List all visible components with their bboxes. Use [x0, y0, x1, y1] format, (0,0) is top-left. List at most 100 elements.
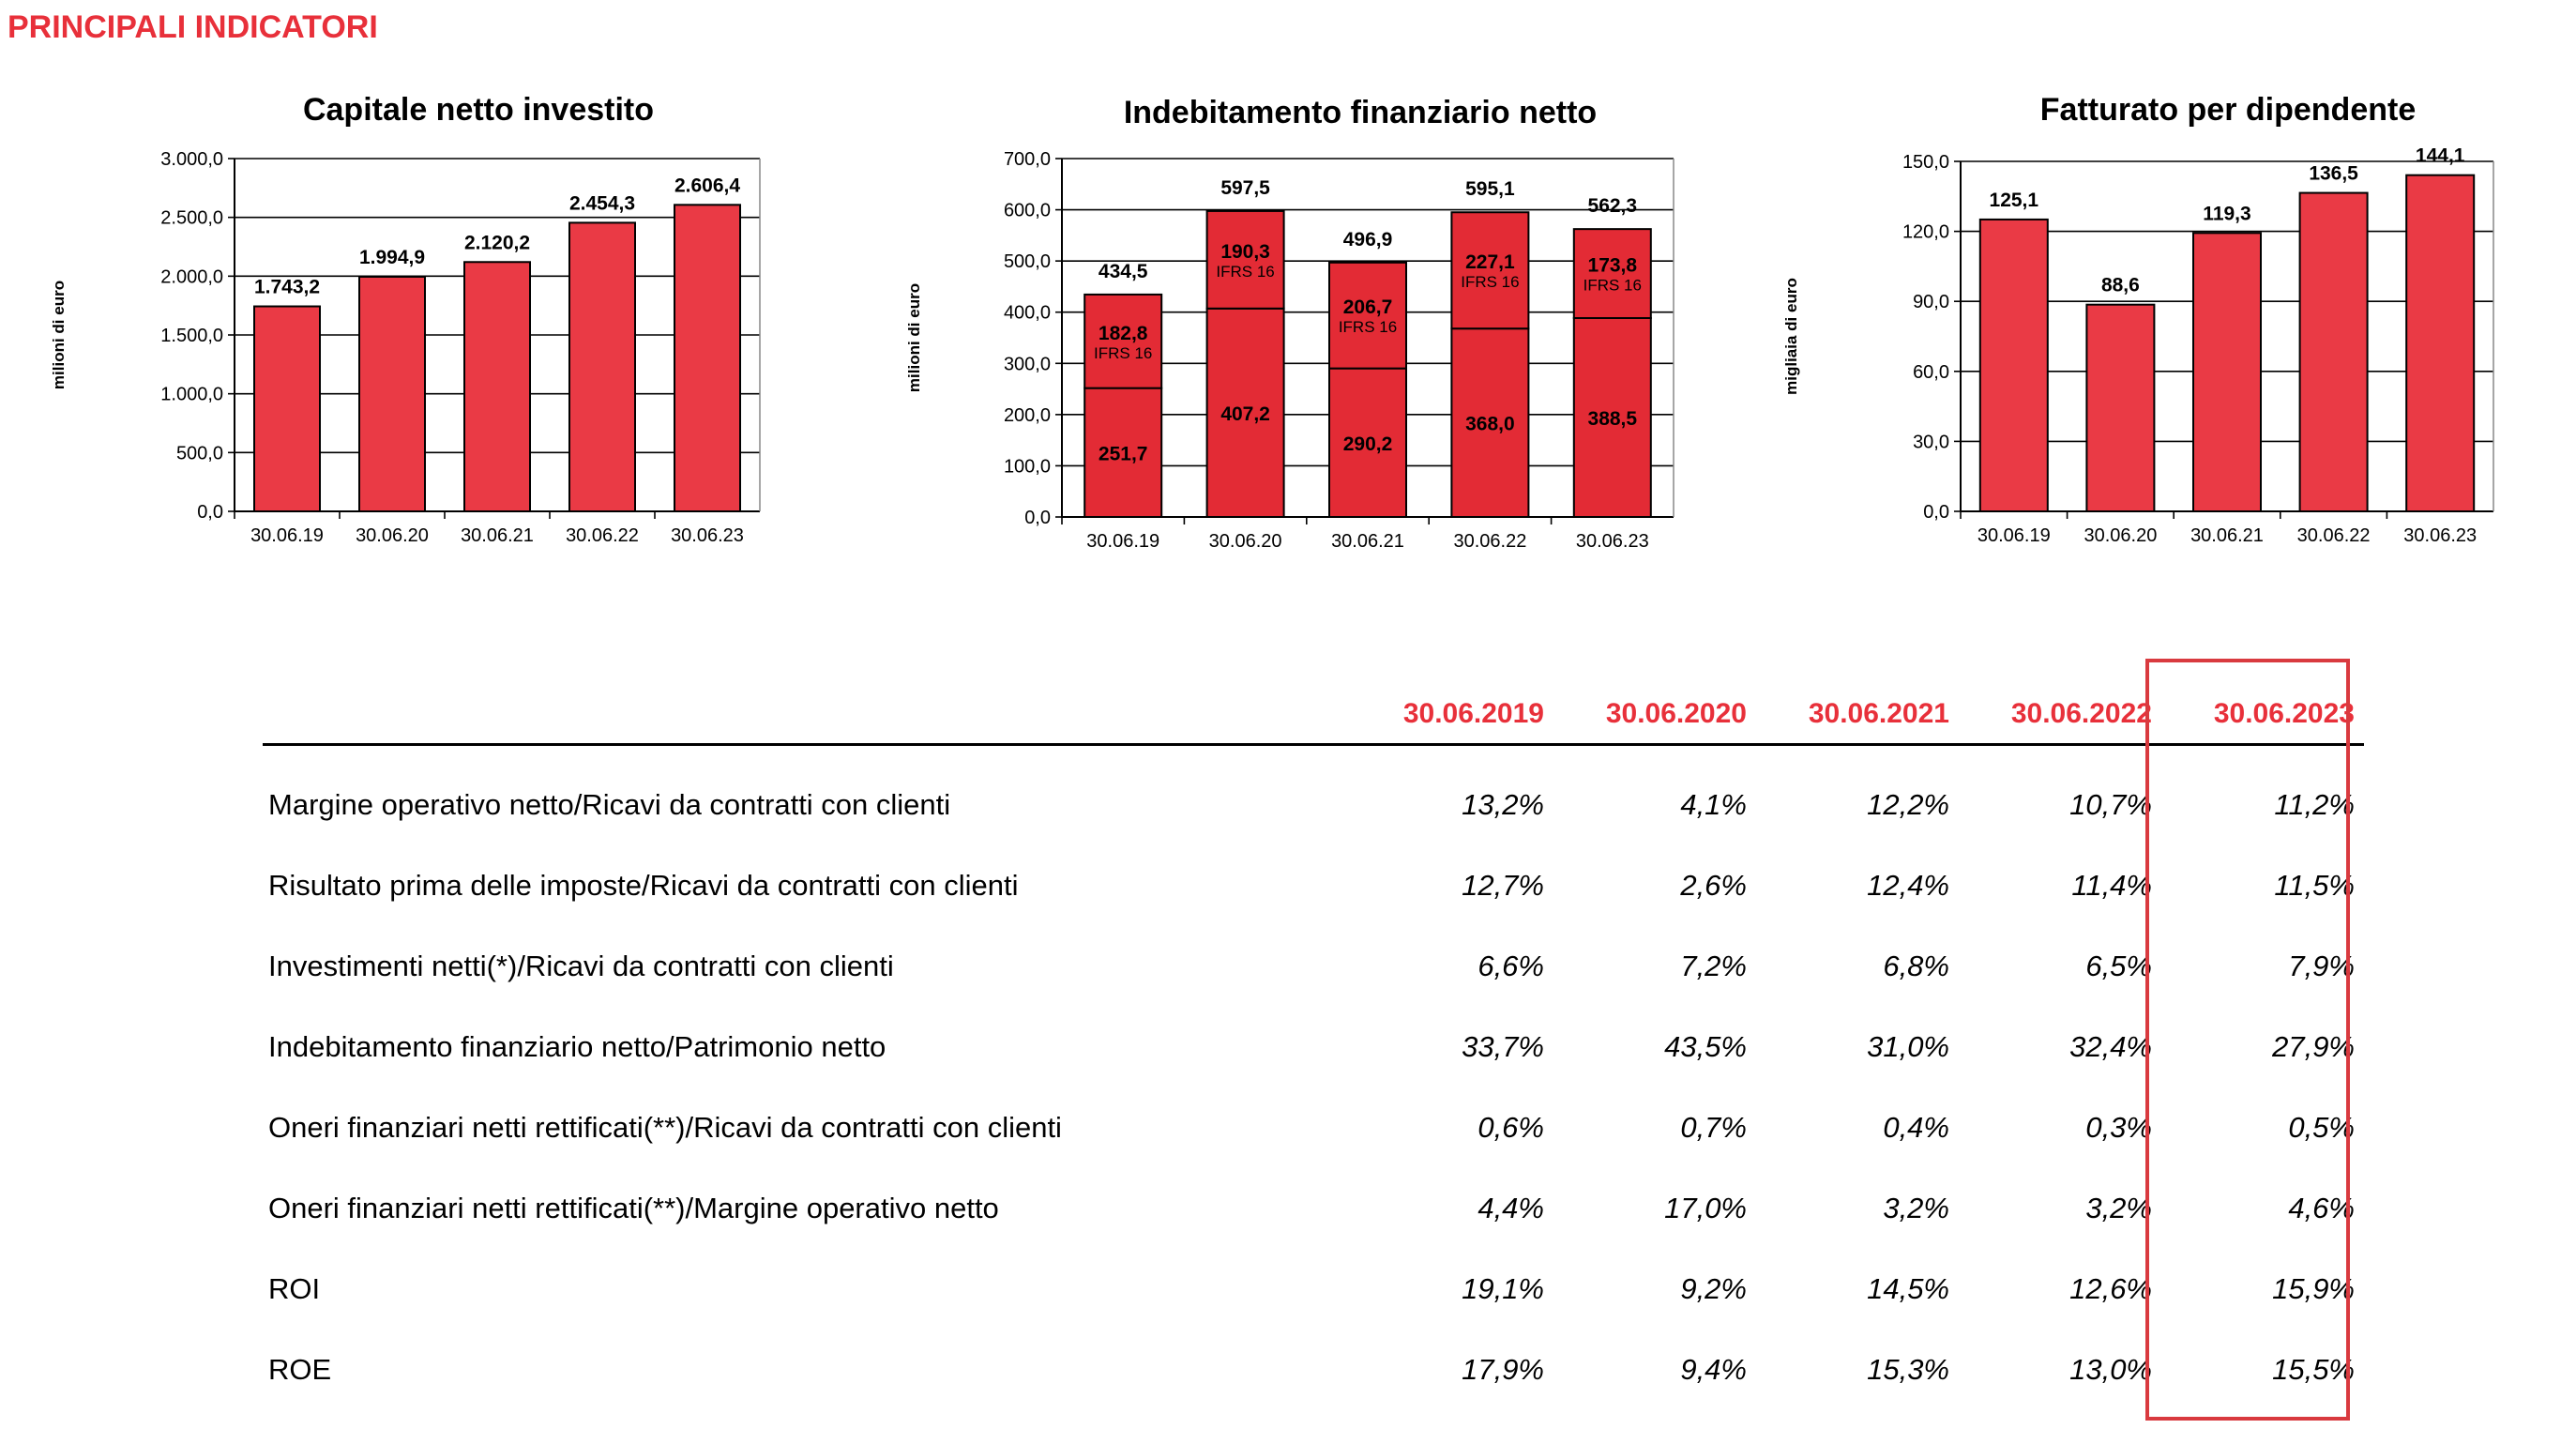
x-tick-label: 30.06.23 — [671, 525, 744, 546]
bar-segment-base — [1083, 387, 1163, 518]
bar-value-label: 144,1 — [2416, 145, 2465, 167]
ifrs16-annotation: IFRS 16 — [1583, 277, 1642, 295]
y-tick-label: 60,0 — [1913, 362, 1949, 383]
chart-title: Fatturato per dipendente — [2040, 92, 2416, 128]
kpi-value-cell: 13,0% — [2069, 1353, 2152, 1386]
bar-total-label: 496,9 — [1343, 229, 1393, 251]
kpi-value-cell: 12,7% — [1462, 869, 1544, 902]
bar — [1978, 218, 2049, 512]
bar-value-label: 125,1 — [1990, 190, 2039, 211]
kpi-value-cell: 4,1% — [1680, 788, 1747, 821]
y-tick-label: 500,0 — [176, 443, 223, 464]
kpi-value-cell: 2,6% — [1680, 869, 1747, 902]
x-tick-label: 30.06.21 — [2190, 525, 2264, 546]
bar-segment-ifrs16 — [1450, 211, 1530, 330]
bar-value-label: 2.120,2 — [464, 232, 530, 253]
bar-segment-base — [1205, 307, 1285, 519]
bar-value-label: 1.994,9 — [359, 247, 425, 268]
kpi-value-cell: 15,3% — [1867, 1353, 1949, 1386]
kpi-row: ROI 19,1% 9,2% 14,5% 12,6% 15,9% — [263, 1249, 2364, 1330]
y-axis-label: migliaia di euro — [1782, 278, 1800, 395]
x-tick-label: 30.06.19 — [1977, 525, 2051, 546]
y-tick-label: 2.000,0 — [160, 266, 223, 287]
kpi-value-cell: 17,0% — [1664, 1192, 1747, 1224]
kpi-value-cell: 9,2% — [1680, 1272, 1747, 1305]
segment-value-label: 182,8 — [1099, 323, 1148, 344]
y-tick-label: 400,0 — [1004, 303, 1051, 324]
kpi-table-body: Margine operativo netto/Ricavi da contra… — [263, 745, 2364, 1411]
kpi-row-label: Indebitamento finanziario netto/Patrimon… — [268, 1030, 886, 1063]
y-tick-label: 300,0 — [1004, 354, 1051, 374]
y-tick-label: 150,0 — [1902, 152, 1949, 173]
bar-value-label: 1.743,2 — [254, 277, 320, 298]
bar-value-label: 2.606,4 — [674, 175, 740, 196]
segment-value-label: 173,8 — [1588, 255, 1638, 277]
highlight-box-2023 — [2145, 659, 2350, 1421]
y-tick-label: 1.000,0 — [160, 385, 223, 405]
kpi-row: Investimenti netti(*)/Ricavi da contratt… — [263, 926, 2364, 1007]
kpi-value-cell: 10,7% — [2069, 788, 2152, 821]
kpi-column-header: 30.06.2020 — [1553, 685, 1756, 746]
bar-total-label: 562,3 — [1588, 195, 1638, 217]
x-tick-label: 30.06.19 — [250, 525, 324, 546]
x-tick-label: 30.06.19 — [1086, 531, 1159, 552]
kpi-value-cell: 4,4% — [1477, 1192, 1544, 1224]
x-tick-label: 30.06.20 — [356, 525, 429, 546]
y-tick-label: 0,0 — [197, 502, 223, 523]
bar-segment-ifrs16 — [1572, 228, 1652, 319]
y-tick-label: 600,0 — [1004, 201, 1051, 221]
kpi-row: Indebitamento finanziario netto/Patrimon… — [263, 1007, 2364, 1087]
kpi-table: 30.06.2019 30.06.2020 30.06.2021 30.06.2022… — [263, 685, 2364, 1410]
x-tick-label: 30.06.20 — [2084, 525, 2157, 546]
segment-value-label: 407,2 — [1220, 403, 1270, 425]
kpi-row: ROE 17,9% 9,4% 15,3% 13,0% 15,5% — [263, 1330, 2364, 1410]
y-tick-label: 200,0 — [1004, 405, 1051, 426]
bar-segment-base — [1328, 367, 1407, 519]
x-tick-label: 30.06.21 — [1331, 531, 1404, 552]
kpi-value-cell: 6,8% — [1883, 950, 1949, 982]
bar-segment-ifrs16 — [1083, 293, 1163, 389]
segment-value-label: 227,1 — [1465, 251, 1515, 273]
kpi-column-header: 30.06.2019 — [1351, 685, 1553, 746]
kpi-value-cell: 15,5% — [2272, 1353, 2355, 1386]
kpi-value-cell: 6,5% — [2085, 950, 2152, 982]
kpi-row-label: Oneri finanziari netti rettificati(**)/R… — [268, 1111, 1062, 1144]
bar — [463, 261, 531, 512]
bar-total-label: 597,5 — [1220, 177, 1270, 199]
chart-title: Capitale netto investito — [303, 92, 654, 128]
kpi-value-cell: 15,9% — [2272, 1272, 2355, 1305]
y-tick-label: 90,0 — [1913, 292, 1949, 312]
kpi-value-cell: 12,2% — [1867, 788, 1949, 821]
bar — [2405, 174, 2476, 512]
ifrs16-annotation: IFRS 16 — [1094, 344, 1152, 362]
y-tick-label: 30,0 — [1913, 432, 1949, 452]
bar — [2298, 191, 2369, 512]
kpi-value-cell: 0,6% — [1477, 1111, 1544, 1144]
kpi-value-cell: 14,5% — [1867, 1272, 1949, 1305]
segment-value-label: 290,2 — [1343, 433, 1393, 455]
x-tick-label: 30.06.22 — [2297, 525, 2371, 546]
chart-svg-1: Indebitamento finanziario netto milioni d… — [905, 95, 1674, 552]
kpi-row: Oneri finanziari netti rettificati(**)/M… — [263, 1168, 2364, 1249]
kpi-value-cell: 12,6% — [2069, 1272, 2152, 1305]
kpi-value-cell: 11,4% — [2071, 869, 2152, 902]
y-tick-label: 2.500,0 — [160, 208, 223, 229]
kpi-header-row: 30.06.2019 30.06.2020 30.06.2021 30.06.2022… — [263, 685, 2364, 746]
y-tick-label: 0,0 — [1024, 508, 1051, 528]
segment-value-label: 190,3 — [1220, 241, 1270, 263]
kpi-column-header: 30.06.2022 — [1959, 685, 2161, 746]
ifrs16-annotation: IFRS 16 — [1461, 273, 1519, 291]
chart-svg-0: Capitale netto investito milioni di euro 0… — [50, 92, 761, 546]
x-tick-label: 30.06.22 — [1453, 531, 1526, 552]
y-tick-label: 500,0 — [1004, 251, 1051, 272]
y-tick-label: 1.500,0 — [160, 326, 223, 346]
kpi-value-cell: 7,2% — [1680, 950, 1747, 982]
kpi-row-label: Investimenti netti(*)/Ricavi da contratt… — [268, 950, 894, 982]
kpi-row-label: Margine operativo netto/Ricavi da contra… — [268, 788, 951, 821]
y-tick-label: 100,0 — [1004, 456, 1051, 477]
kpi-value-cell: 0,5% — [2288, 1111, 2355, 1144]
kpi-value-cell: 17,9% — [1462, 1353, 1544, 1386]
y-tick-label: 3.000,0 — [160, 149, 223, 170]
y-axis-label: milioni di euro — [905, 283, 923, 392]
x-tick-label: 30.06.21 — [461, 525, 534, 546]
